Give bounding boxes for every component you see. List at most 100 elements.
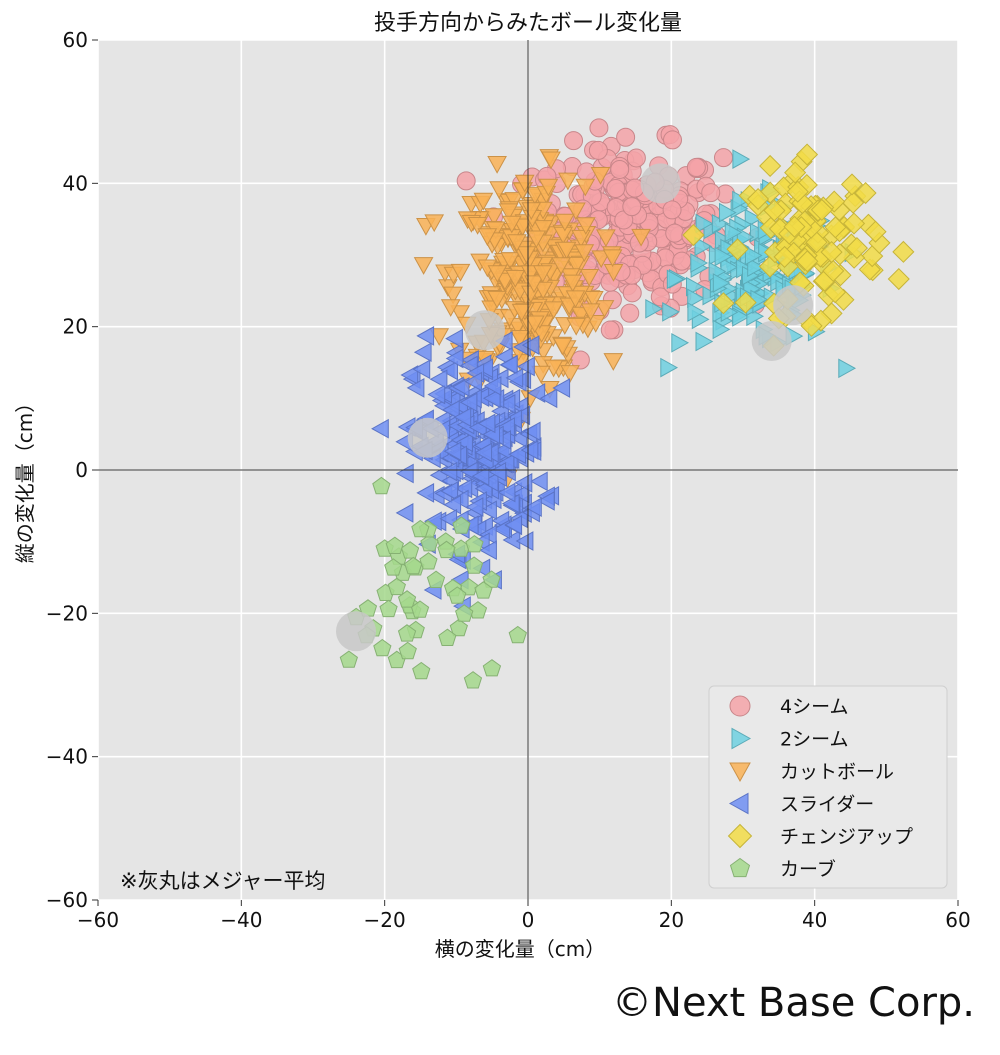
data-point-series-2 <box>450 305 471 324</box>
data-point-series-4 <box>746 187 770 211</box>
data-point-series-3 <box>511 483 530 504</box>
data-point-series-2 <box>590 167 611 185</box>
data-point-series-0 <box>713 148 733 168</box>
data-point-series-2 <box>539 381 560 399</box>
data-point-series-3 <box>465 497 484 517</box>
data-point-series-3 <box>453 407 472 428</box>
data-point-series-3 <box>479 500 497 521</box>
data-point-series-3 <box>371 418 389 439</box>
legend-marker <box>728 792 749 815</box>
data-point-series-2 <box>443 286 463 305</box>
y-tick-label: 60 <box>63 28 88 52</box>
data-point-series-5 <box>397 624 417 642</box>
data-point-series-2 <box>555 213 575 232</box>
data-point-series-3 <box>413 342 432 363</box>
data-point-series-2 <box>556 241 577 260</box>
data-point-series-2 <box>551 257 571 275</box>
data-point-series-5 <box>385 536 404 554</box>
data-point-series-4 <box>842 191 865 214</box>
data-point-series-2 <box>566 202 586 221</box>
tick-labels: −60 −40 −20 0 20 40 60 −60 −40 −20 0 20 40 60 <box>46 28 971 932</box>
data-point-series-2 <box>467 217 488 235</box>
data-point-series-5 <box>463 671 483 689</box>
data-point-series-3 <box>445 348 464 369</box>
data-point-series-5 <box>339 650 358 668</box>
data-point-series-5 <box>464 556 484 574</box>
data-point-series-4 <box>734 291 757 314</box>
data-point-series-1 <box>662 302 680 322</box>
data-point-series-3 <box>482 388 501 409</box>
data-point-series-2 <box>504 192 524 210</box>
data-point-series-3 <box>500 354 518 375</box>
legend-label: カーブ <box>780 858 836 881</box>
mlb-average-point <box>465 310 505 351</box>
data-point-series-3 <box>522 421 541 442</box>
data-point-series-1 <box>744 245 763 266</box>
data-point-series-1 <box>714 246 733 267</box>
mlb-average-points <box>336 163 814 652</box>
data-point-series-2 <box>450 263 471 282</box>
data-point-series-2 <box>541 151 561 170</box>
data-point-series-3 <box>440 481 459 501</box>
data-point-series-2 <box>571 229 591 248</box>
x-tick-label: −20 <box>364 908 406 932</box>
data-point-series-3 <box>477 413 496 434</box>
data-point-series-3 <box>515 531 534 551</box>
data-point-series-3 <box>416 483 435 503</box>
data-point-series-1 <box>694 236 713 257</box>
data-point-series-2 <box>533 281 554 300</box>
data-point-series-0 <box>622 283 642 303</box>
legend-marker <box>729 857 751 878</box>
data-point-series-2 <box>516 246 537 264</box>
data-point-series-5 <box>420 534 439 552</box>
mlb-average-point <box>773 285 814 326</box>
data-point-series-3 <box>395 463 414 484</box>
data-point-series-2 <box>543 301 564 320</box>
data-point-series-4 <box>786 180 809 203</box>
data-point-series-1 <box>687 288 705 309</box>
data-point-series-0 <box>622 197 642 217</box>
data-point-series-0 <box>576 162 596 182</box>
data-point-series-0 <box>701 183 721 203</box>
data-point-series-2 <box>603 353 624 371</box>
data-point-series-3 <box>497 482 516 503</box>
data-point-series-0 <box>600 320 620 340</box>
data-point-series-2 <box>473 192 494 211</box>
data-point-series-2 <box>413 257 434 275</box>
data-point-series-5 <box>373 638 392 657</box>
data-point-series-3 <box>440 360 458 381</box>
data-point-series-3 <box>459 392 478 413</box>
data-point-series-4 <box>864 220 887 243</box>
data-point-series-1 <box>712 273 731 293</box>
data-point-series-4 <box>795 143 819 166</box>
data-point-series-4 <box>796 250 819 273</box>
data-point-series-2 <box>602 249 623 268</box>
data-point-series-1 <box>838 358 857 379</box>
data-point-series-3 <box>552 378 571 398</box>
data-point-series-1 <box>719 202 737 223</box>
data-point-series-3 <box>395 503 414 523</box>
data-point-series-2 <box>533 220 554 238</box>
x-tick-label: 40 <box>802 908 827 932</box>
y-tick-label: 0 <box>75 458 88 482</box>
mlb-average-point <box>640 163 681 204</box>
data-point-series-5 <box>419 552 438 570</box>
data-point-series-0 <box>650 287 670 307</box>
data-point-series-3 <box>445 328 463 349</box>
data-point-series-1 <box>712 319 731 340</box>
x-tick-label: −40 <box>220 908 262 932</box>
data-point-series-5 <box>465 534 484 553</box>
data-point-series-2 <box>538 178 559 197</box>
data-point-series-2 <box>579 269 600 287</box>
data-point-series-3 <box>471 466 490 487</box>
data-point-series-4 <box>712 292 735 315</box>
data-point-series-5 <box>448 586 467 604</box>
data-point-series-1 <box>724 222 743 243</box>
data-point-series-3 <box>480 472 499 492</box>
data-point-series-2 <box>562 274 583 293</box>
data-point-series-2 <box>580 303 601 322</box>
data-point-series-0 <box>606 179 626 199</box>
data-point-series-3 <box>474 442 493 463</box>
data-point-series-2 <box>575 178 596 197</box>
